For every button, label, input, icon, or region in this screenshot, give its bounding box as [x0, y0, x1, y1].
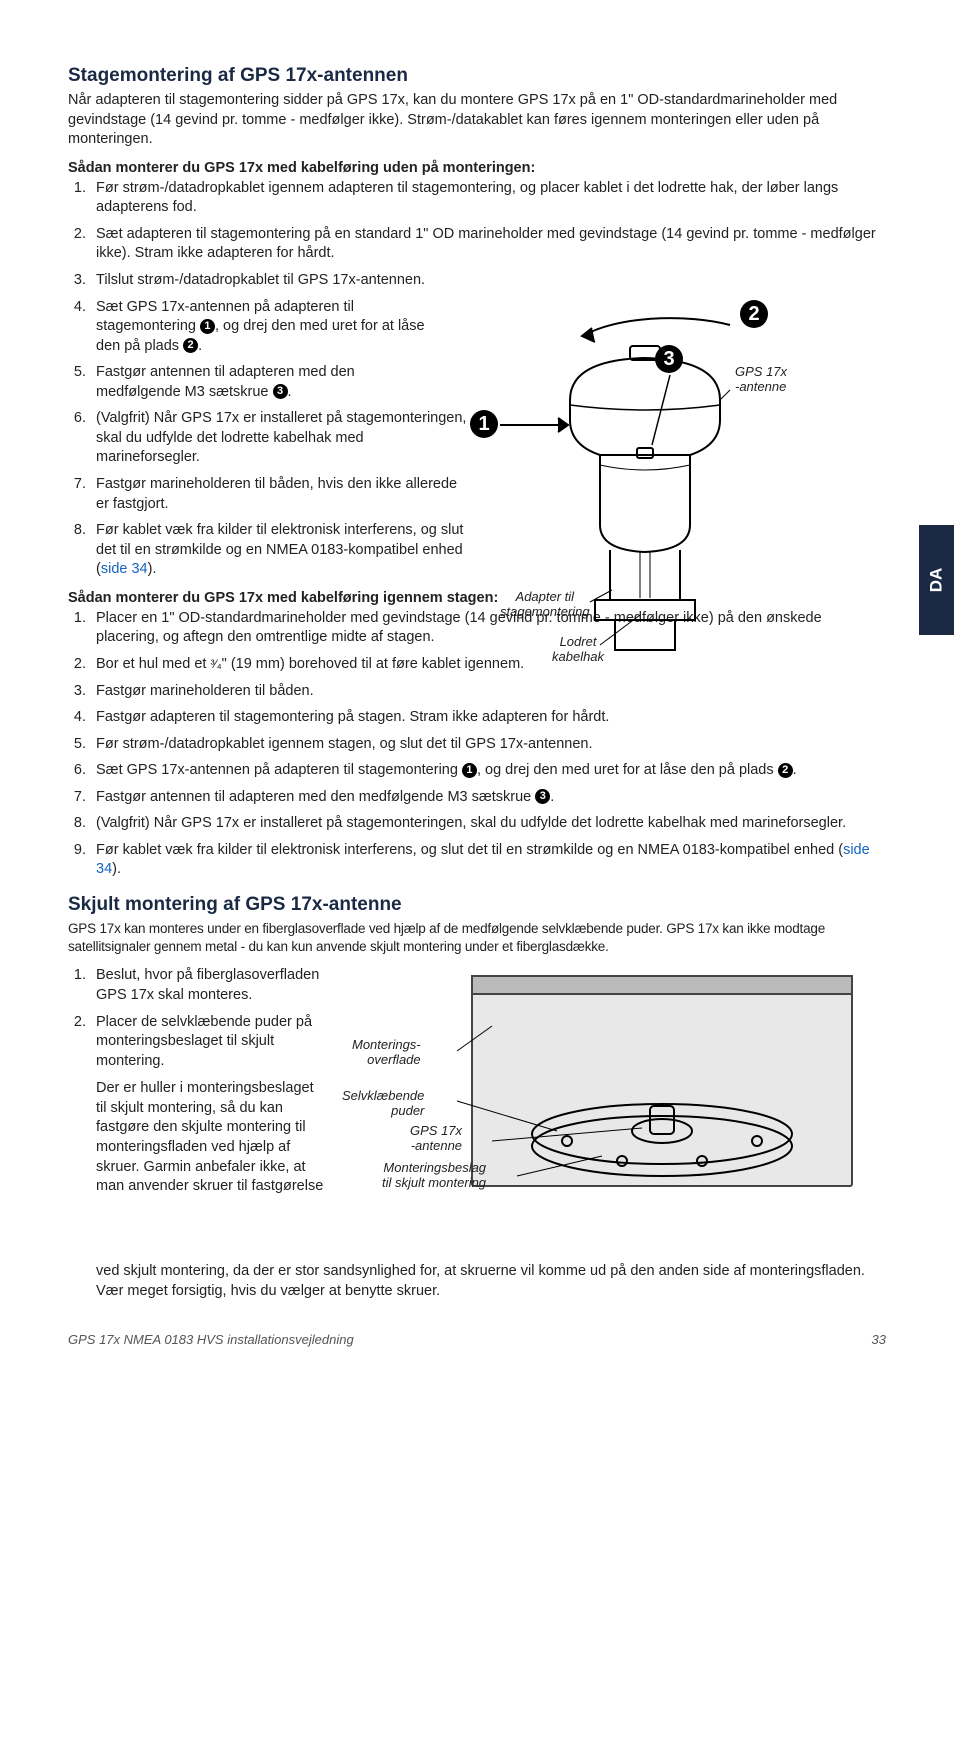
list-item: Sæt GPS 17x-antennen på adapteren til st… [90, 298, 430, 357]
callout-bracket: Monteringsbeslagtil skjult montering [382, 1161, 486, 1191]
diagram-number-1: 1 [470, 410, 498, 438]
list-item: (Valgfrit) Når GPS 17x er installeret på… [90, 814, 886, 834]
list-item: Sæt adapteren til stagemontering på en s… [90, 225, 886, 264]
list-item: Sæt GPS 17x-antennen på adapteren til st… [90, 761, 886, 781]
pole-mount-diagram: 1 2 3 GPS 17x-antenne Adapter tilstagemo… [440, 290, 870, 690]
section2-intro: GPS 17x kan monteres under en fiberglaso… [68, 920, 886, 956]
diagram-number-3: 3 [655, 345, 683, 373]
list-item: Fastgør antennen til adapteren med den m… [90, 363, 440, 402]
callout-adapter: Adapter tilstagemontering [500, 590, 590, 620]
callout-pads: Selvklæbendepuder [342, 1089, 424, 1119]
callout-antenna2: GPS 17x-antenne [410, 1124, 462, 1154]
continuation-text-2: ved skjult montering, da der er stor san… [68, 1262, 886, 1301]
page-link[interactable]: side 34 [96, 842, 870, 878]
page-footer: GPS 17x NMEA 0183 HVS installationsvejle… [68, 1332, 886, 1347]
diagram-number-2: 2 [740, 300, 768, 328]
list-item: Fastgør antennen til adapteren med den m… [90, 788, 886, 808]
list-item: Fastgør marineholderen til båden, hvis d… [90, 475, 470, 514]
subhead-1: Sådan monterer du GPS 17x med kabelførin… [68, 160, 886, 176]
footer-title: GPS 17x NMEA 0183 HVS installationsvejle… [68, 1332, 354, 1347]
list-item: Før strøm-/datadropkablet igennem stagen… [90, 735, 886, 755]
list-item: Tilslut strøm-/datadropkablet til GPS 17… [90, 271, 470, 291]
footer-pagenum: 33 [872, 1332, 886, 1347]
list-item: Før strøm-/datadropkablet igennem adapte… [90, 179, 886, 218]
continuation-text: Der er huller i monteringsbeslaget til s… [96, 1079, 328, 1196]
list-3: Beslut, hvor på fiberglasoverfladen GPS … [68, 966, 328, 1196]
section2-title: Skjult montering af GPS 17x-antenne [68, 894, 886, 916]
list-item: Før kablet væk fra kilder til elektronis… [90, 521, 470, 580]
list-item: Placer de selvklæbende puder på monterin… [90, 1013, 328, 1197]
list-item: Fastgør adapteren til stagemontering på … [90, 708, 886, 728]
page-link[interactable]: side 34 [101, 561, 148, 577]
list-item: Før kablet væk fra kilder til elektronis… [90, 841, 886, 880]
section1-title: Stagemontering af GPS 17x-antennen [68, 65, 886, 87]
section1-intro: Når adapteren til stagemontering sidder … [68, 91, 886, 150]
callout-antenna: GPS 17x-antenne [735, 365, 787, 395]
list-item: Beslut, hvor på fiberglasoverfladen GPS … [90, 966, 328, 1005]
callout-surface: Monterings-overflade [352, 1038, 421, 1068]
callout-notch: Lodretkabelhak [552, 635, 604, 665]
under-deck-diagram: illustrat [342, 966, 886, 1266]
list-item: (Valgfrit) Når GPS 17x er installeret på… [90, 409, 470, 468]
